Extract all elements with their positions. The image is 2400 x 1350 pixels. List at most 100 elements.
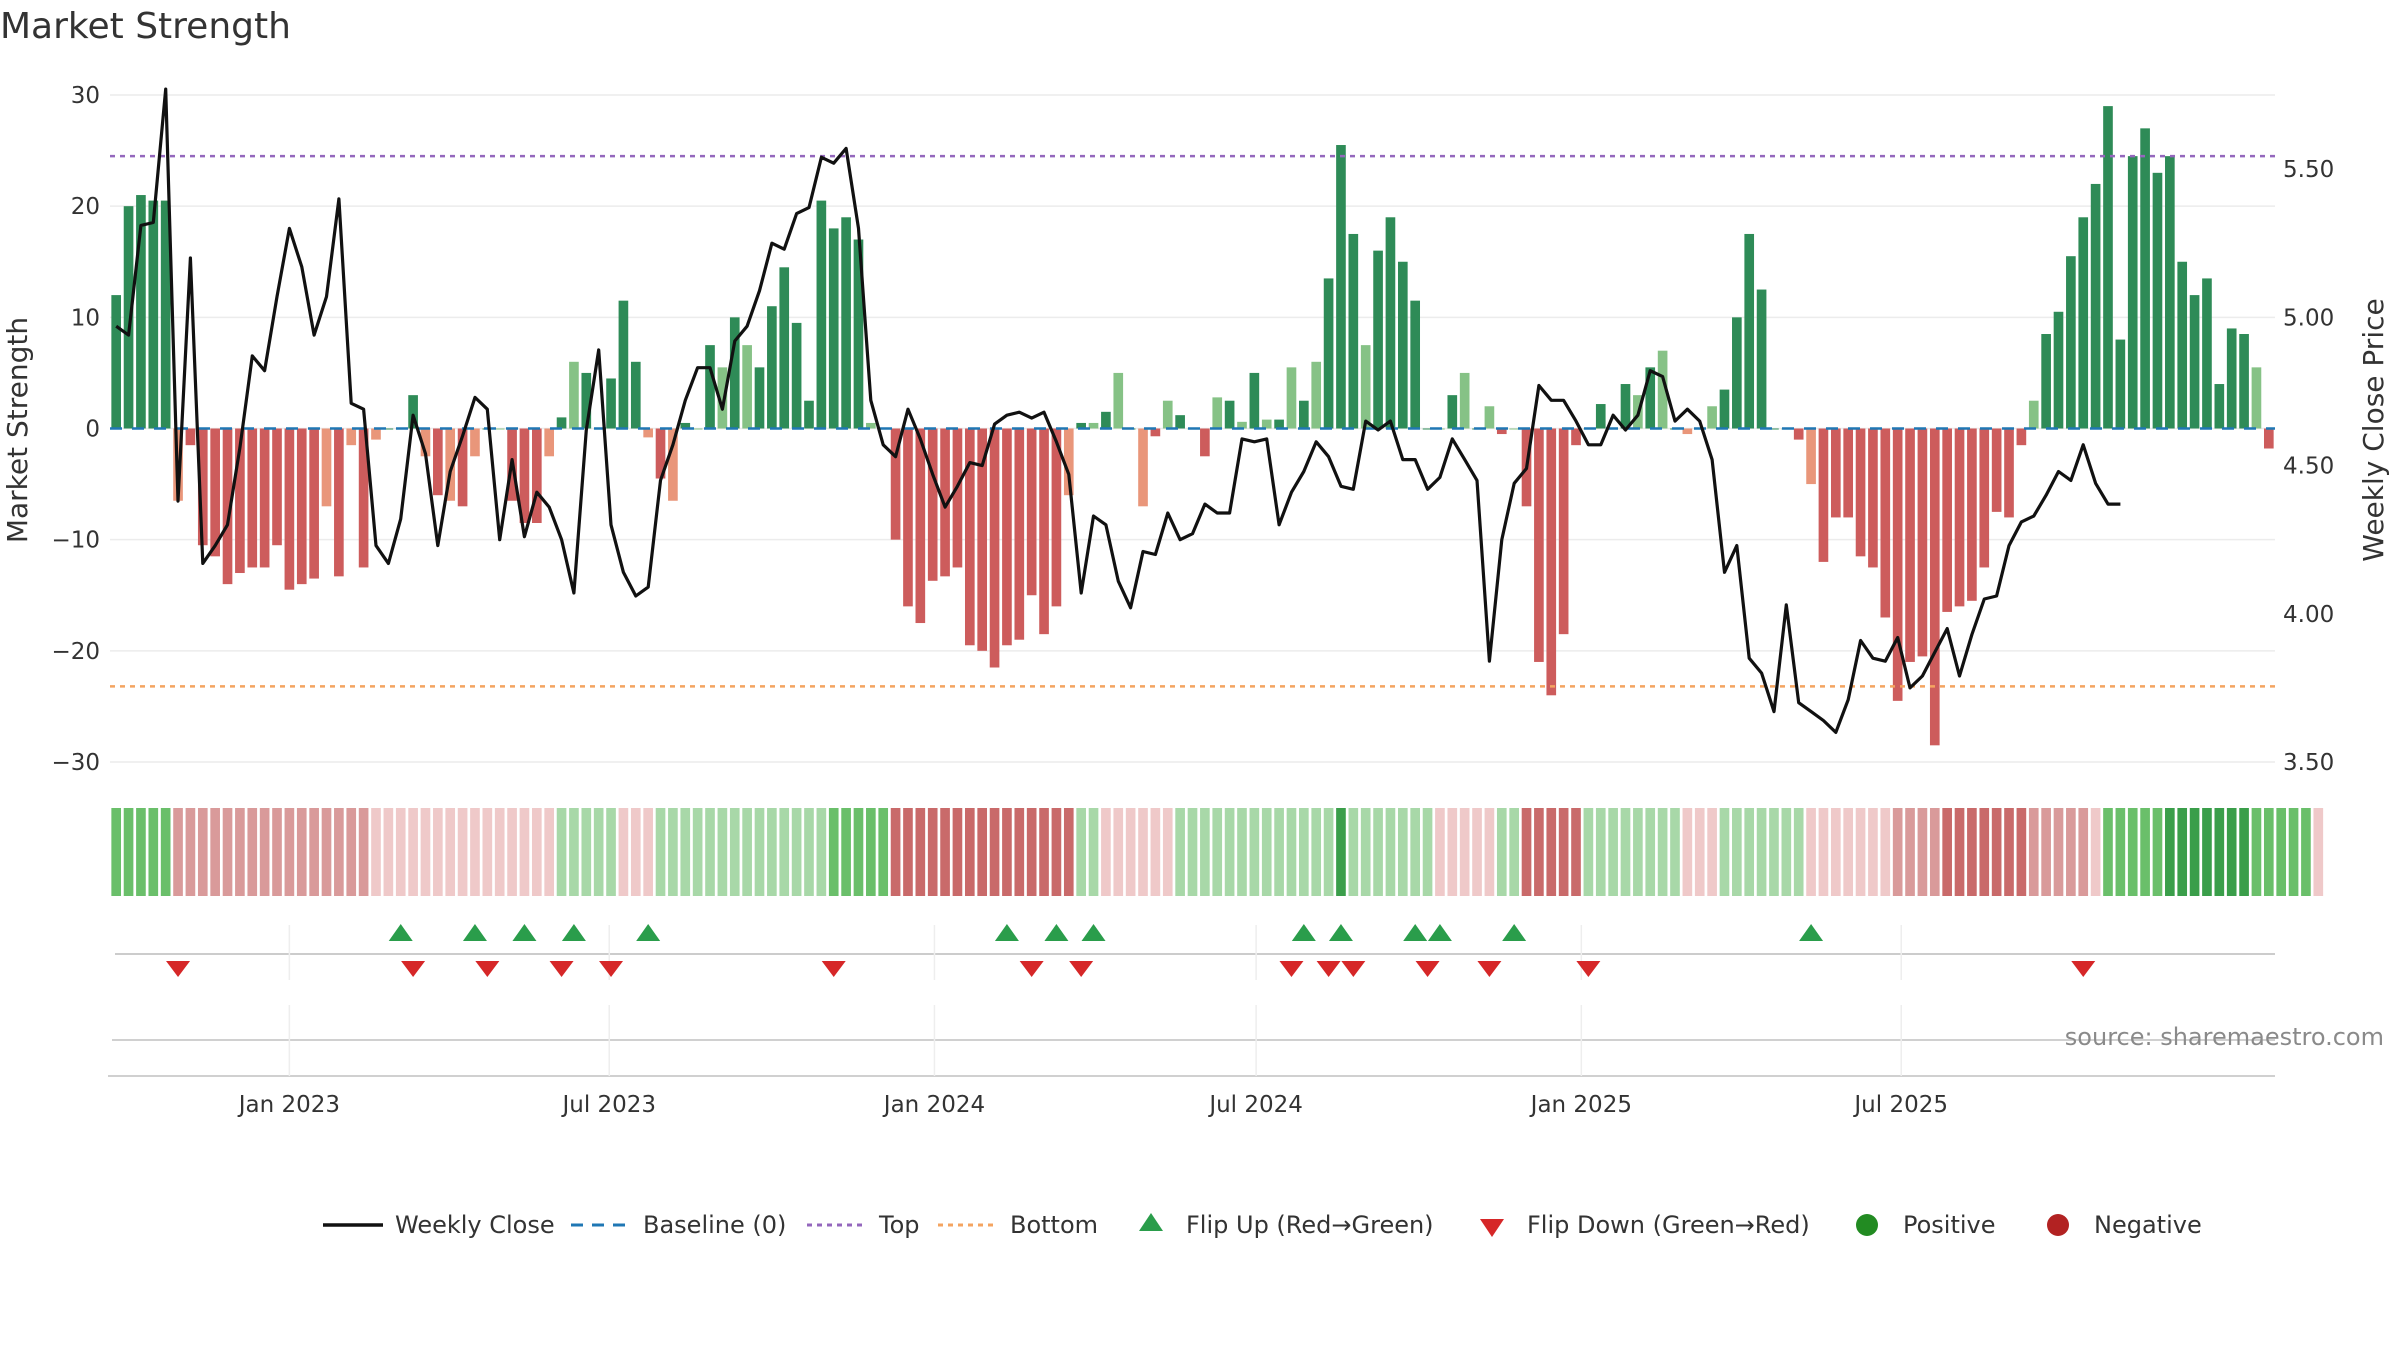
positive-bar xyxy=(1744,233,1755,429)
band-cell xyxy=(878,808,889,896)
positive-bar xyxy=(779,267,790,429)
negative-bar xyxy=(433,428,443,496)
negative-bar xyxy=(1558,428,1569,635)
band-cell xyxy=(2288,808,2299,896)
positive-bar xyxy=(630,361,641,429)
band-cell xyxy=(2177,808,2188,896)
legend-label: Bottom xyxy=(1010,1211,1098,1239)
band-cell xyxy=(371,808,381,896)
positive-bar xyxy=(1385,217,1396,429)
negative-bar xyxy=(927,428,938,581)
band-cell xyxy=(1385,808,1396,896)
chart-title: Market Strength xyxy=(0,6,291,47)
negative-bar xyxy=(2263,428,2274,449)
negative-bar xyxy=(1026,428,1037,596)
band-cell xyxy=(1373,808,1383,896)
flip-up-marker xyxy=(1328,924,1353,941)
negative-bar xyxy=(1818,428,1829,562)
band-cell xyxy=(915,808,926,896)
band-cell xyxy=(890,808,901,896)
band-cell xyxy=(2078,808,2089,896)
negative-bar xyxy=(977,428,988,651)
band-cell xyxy=(940,808,950,896)
band-cell xyxy=(1150,808,1161,896)
legend-label: Baseline (0) xyxy=(643,1211,786,1239)
positive-bar xyxy=(148,200,159,429)
positive-bar xyxy=(791,322,802,429)
band-cell xyxy=(668,808,678,896)
y2-tick-label: 4.00 xyxy=(2283,602,2334,628)
negative-bar xyxy=(1496,428,1507,435)
negative-bar xyxy=(445,428,456,501)
negative-bar xyxy=(1039,428,1049,635)
band-cell xyxy=(1447,808,1458,896)
positive-bar xyxy=(2251,367,2262,429)
band-cell xyxy=(1558,808,1569,896)
band-cell xyxy=(1954,808,1965,896)
band-cell xyxy=(655,808,666,896)
negative-bar xyxy=(1830,428,1841,518)
flip-down-marker xyxy=(2071,961,2096,977)
band-cell xyxy=(1336,808,1346,896)
flip-up-marker xyxy=(462,924,487,941)
band-cell xyxy=(1286,808,1297,896)
band-cell xyxy=(1348,808,1359,896)
flip-down-marker xyxy=(401,961,426,977)
band-cell xyxy=(1002,808,1012,896)
band-cell xyxy=(1546,808,1557,896)
positive-bar xyxy=(1286,367,1297,429)
band-cell xyxy=(989,808,1000,896)
positive-bar xyxy=(1336,145,1346,429)
band-cell xyxy=(853,808,864,896)
negative-bar xyxy=(1942,428,1952,612)
band-cell xyxy=(1694,808,1705,896)
band-cell xyxy=(729,808,740,896)
band-cell xyxy=(643,808,653,896)
negative-bar xyxy=(420,428,431,457)
band-cell xyxy=(544,808,555,896)
band-cell xyxy=(235,808,245,896)
y-tick-label: 0 xyxy=(85,417,100,443)
band-cell xyxy=(1583,808,1594,896)
band-cell xyxy=(197,808,208,896)
band-cell xyxy=(1682,808,1693,896)
legend-item: Weekly Close xyxy=(323,1211,555,1239)
band-cell xyxy=(1657,808,1668,896)
band-cell xyxy=(1397,808,1408,896)
positive-bar xyxy=(841,217,851,429)
band-cell xyxy=(1410,808,1421,896)
band-cell xyxy=(630,808,641,896)
band-cell xyxy=(1608,808,1618,896)
band-cell xyxy=(173,808,183,896)
band-cell xyxy=(1162,808,1173,896)
flip-up-marker xyxy=(561,924,586,941)
band-cell xyxy=(2140,808,2150,896)
negative-bar xyxy=(321,428,332,507)
negative-bar xyxy=(1682,428,1693,435)
negative-bar xyxy=(1150,428,1161,437)
band-cell xyxy=(791,808,802,896)
positive-bar xyxy=(2028,400,2039,429)
band-cell xyxy=(457,808,468,896)
flip-panel xyxy=(115,924,2275,980)
band-cell xyxy=(1311,808,1322,896)
band-cell xyxy=(1571,808,1581,896)
positive-bar xyxy=(729,317,740,429)
x-axis-ticks: Jan 2023 Jul 2023 Jan 2024 Jul 2024 Jan 2025… xyxy=(237,1092,1948,1118)
x-tick-label: Jul 2024 xyxy=(1207,1092,1303,1118)
strength-band xyxy=(111,808,2324,896)
negative-bar xyxy=(2004,428,2014,518)
positive-bar xyxy=(1323,278,1334,429)
band-cell xyxy=(2226,808,2237,896)
positive-bar xyxy=(742,345,752,429)
legend-label: Flip Down (Green→Red) xyxy=(1527,1211,1810,1239)
negative-bar xyxy=(309,428,319,579)
band-cell xyxy=(1670,808,1680,896)
band-cell xyxy=(2239,808,2249,896)
band-cell xyxy=(1125,808,1136,896)
y2-axis-ticks: 5.50 5.00 4.50 4.00 3.50 xyxy=(2283,157,2334,776)
positive-bar xyxy=(2127,156,2138,429)
negative-bar xyxy=(940,428,950,577)
negative-bar xyxy=(1534,428,1544,662)
positive-bar xyxy=(136,195,146,429)
